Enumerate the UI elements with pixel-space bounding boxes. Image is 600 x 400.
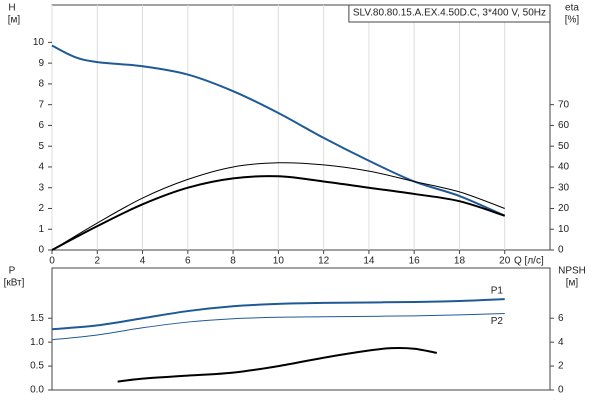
y2-axis-unit: [%]	[565, 15, 580, 26]
x-tick-label: 10	[273, 256, 285, 267]
x-tick-label: 12	[318, 256, 330, 267]
y2-axis-label: NPSH	[558, 266, 586, 277]
data-line	[51, 175, 506, 251]
y-tick-label: 9	[38, 58, 44, 69]
y2-axis-unit: [м]	[566, 278, 579, 289]
y2-tick-label: 40	[558, 162, 570, 173]
y2-tick-label: 20	[558, 203, 570, 214]
data-line	[51, 162, 505, 251]
x-tick-label: 20	[499, 256, 511, 267]
y-tick-label: 4	[38, 162, 44, 173]
y-tick-label: 3	[38, 182, 44, 193]
y2-tick-label: 60	[558, 120, 570, 131]
x-tick-label: 16	[409, 256, 421, 267]
y-tick-label: 0.0	[30, 385, 44, 396]
x-tick-label: 6	[185, 256, 191, 267]
y2-axis-label: eta	[565, 3, 579, 14]
x-tick-label: 0	[49, 256, 55, 267]
data-line	[51, 312, 505, 341]
y-axis-label: H	[8, 3, 15, 14]
y-tick-label: 1.5	[30, 313, 44, 324]
y2-tick-label: 6	[558, 313, 564, 324]
y-tick-label: 0	[38, 245, 44, 256]
y-tick-label: 8	[38, 79, 44, 90]
y-tick-label: 10	[33, 37, 45, 48]
y-tick-label: 7	[38, 99, 44, 110]
y2-tick-label: 0	[558, 245, 564, 256]
series-label: P1	[491, 286, 504, 297]
y-tick-label: 6	[38, 120, 44, 131]
y2-tick-label: 2	[558, 361, 564, 372]
series-label: P2	[491, 316, 504, 327]
title-box	[348, 4, 551, 23]
y-axis-label: P	[9, 266, 16, 277]
chart-title: SLV.80.80.15.A.EX.4.50D.C, 3*400 V, 50Hz	[353, 8, 546, 19]
y2-tick-label: 30	[558, 182, 570, 193]
y-tick-label: 2	[38, 203, 44, 214]
y2-tick-label: 10	[558, 224, 570, 235]
y2-tick-label: 70	[558, 99, 570, 110]
y2-tick-label: 4	[558, 337, 564, 348]
y-tick-label: 5	[38, 141, 44, 152]
x-tick-label: 8	[230, 256, 236, 267]
x-tick-label: 4	[140, 256, 146, 267]
x-tick-label: 14	[363, 256, 375, 267]
y2-tick-label: 50	[558, 141, 570, 152]
plot-frame	[51, 4, 551, 251]
data-line	[117, 346, 438, 383]
y2-tick-label: 0	[558, 385, 564, 396]
y-tick-label: 1	[38, 224, 44, 235]
y-tick-label: 1.0	[30, 337, 44, 348]
y-axis-unit: [кВт]	[4, 278, 25, 289]
y-tick-label: 0.5	[30, 361, 44, 372]
data-line	[51, 44, 506, 217]
x-tick-label: 2	[94, 256, 100, 267]
data-line	[51, 298, 505, 331]
x-tick-label: 18	[454, 256, 466, 267]
plot-frame	[51, 267, 551, 391]
x-axis-label: Q [л/с]	[514, 256, 544, 267]
y-axis-unit: [м]	[8, 15, 21, 26]
